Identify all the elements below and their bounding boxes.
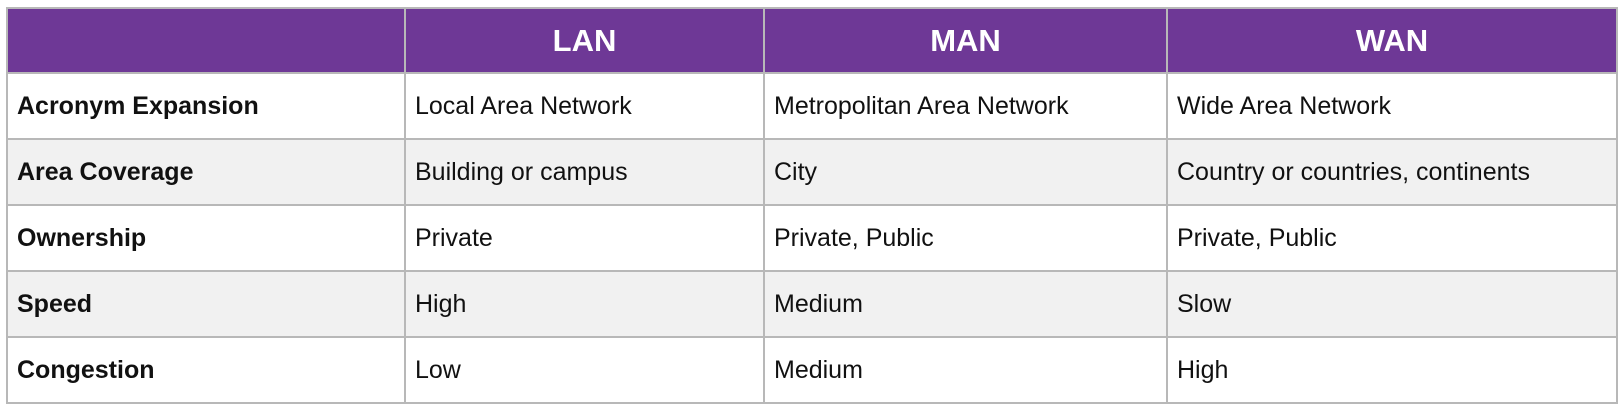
table-header: LAN MAN WAN [6,7,1618,74]
table-row-congestion: Congestion Low Medium High [6,336,1618,404]
table-row-acronym-expansion: Acronym Expansion Local Area Network Met… [6,72,1618,140]
table-cell-wan: Slow [1166,270,1618,338]
table-cell-man: Private, Public [763,204,1168,272]
table-cell-lan: Local Area Network [404,72,765,140]
header-row: LAN MAN WAN [6,7,1618,74]
table-cell-lan: Private [404,204,765,272]
header-lan: LAN [404,7,765,74]
network-comparison-table: LAN MAN WAN Acronym Expansion Local Area… [6,7,1618,404]
row-label: Congestion [6,336,406,404]
table-cell-lan: Building or campus [404,138,765,206]
table-cell-man: Metropolitan Area Network [763,72,1168,140]
table-cell-lan: Low [404,336,765,404]
row-label: Area Coverage [6,138,406,206]
header-wan: WAN [1166,7,1618,74]
table-cell-man: Medium [763,336,1168,404]
row-label: Ownership [6,204,406,272]
table-body: Acronym Expansion Local Area Network Met… [6,72,1618,404]
table-cell-wan: Wide Area Network [1166,72,1618,140]
comparison-table-container: LAN MAN WAN Acronym Expansion Local Area… [6,7,1618,404]
table-row-ownership: Ownership Private Private, Public Privat… [6,204,1618,272]
row-label: Speed [6,270,406,338]
row-label: Acronym Expansion [6,72,406,140]
table-cell-wan: High [1166,336,1618,404]
table-row-speed: Speed High Medium Slow [6,270,1618,338]
table-cell-wan: Private, Public [1166,204,1618,272]
table-cell-man: Medium [763,270,1168,338]
table-row-area-coverage: Area Coverage Building or campus City Co… [6,138,1618,206]
table-cell-wan: Country or countries, continents [1166,138,1618,206]
table-cell-man: City [763,138,1168,206]
table-cell-lan: High [404,270,765,338]
header-man: MAN [763,7,1168,74]
header-empty-cell [6,7,406,74]
